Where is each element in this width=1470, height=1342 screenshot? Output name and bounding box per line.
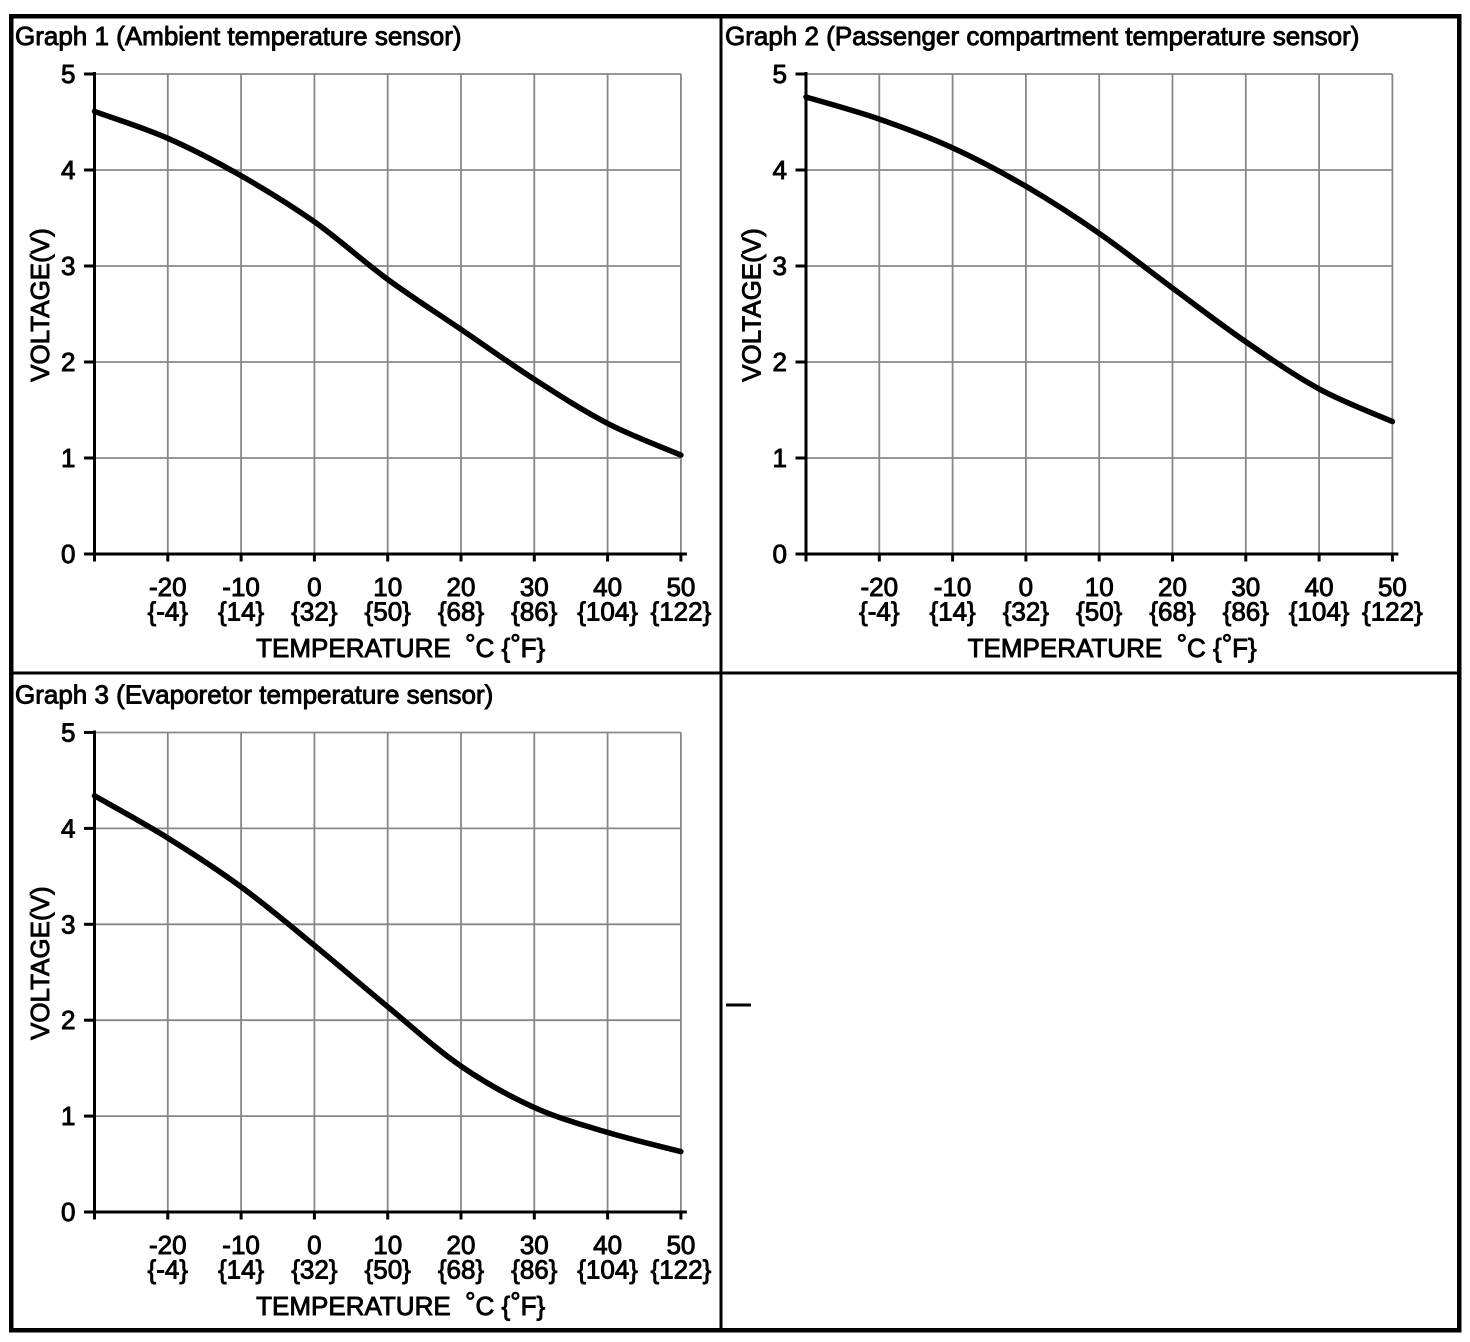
svg-text:Graph 1 (Ambient temperature s: Graph 1 (Ambient temperature sensor) (15, 21, 462, 51)
svg-text:{68}: {68} (1149, 597, 1196, 627)
svg-text:{-4}: {-4} (148, 597, 189, 627)
svg-text:20: 20 (447, 1230, 476, 1260)
svg-text:{32}: {32} (1003, 597, 1050, 627)
svg-text:{86}: {86} (511, 597, 558, 627)
svg-text:{122}: {122} (651, 597, 712, 627)
svg-text:-20: -20 (149, 572, 187, 602)
svg-text:4: 4 (773, 155, 787, 185)
svg-text:{50}: {50} (365, 1255, 412, 1285)
svg-text:{50}: {50} (365, 597, 412, 627)
svg-text:0: 0 (1019, 572, 1033, 602)
svg-text:5: 5 (61, 59, 75, 89)
svg-text:3: 3 (773, 251, 787, 281)
svg-text:0: 0 (307, 572, 321, 602)
svg-text:50: 50 (666, 1230, 695, 1260)
svg-text:30: 30 (1231, 572, 1260, 602)
svg-text:40: 40 (593, 1230, 622, 1260)
svg-text:{68}: {68} (438, 597, 485, 627)
svg-text:VOLTAGE(V): VOLTAGE(V) (737, 228, 767, 382)
svg-text:{32}: {32} (291, 597, 338, 627)
svg-text:50: 50 (1378, 572, 1407, 602)
svg-text:3: 3 (61, 909, 75, 939)
svg-text:-10: -10 (222, 572, 260, 602)
svg-text:{68}: {68} (438, 1255, 485, 1285)
svg-text:Graph 2 (Passenger compartment: Graph 2 (Passenger compartment temperatu… (725, 21, 1359, 51)
svg-text:1: 1 (61, 443, 75, 473)
svg-text:{86}: {86} (511, 1255, 558, 1285)
svg-text:0: 0 (307, 1230, 321, 1260)
svg-text:-20: -20 (149, 1230, 187, 1260)
svg-text:TEMPERATURE °C {°F}: TEMPERATURE °C {°F} (256, 1287, 545, 1322)
svg-text:{122}: {122} (651, 1255, 712, 1285)
svg-text:40: 40 (593, 572, 622, 602)
svg-text:{14}: {14} (218, 597, 265, 627)
svg-text:VOLTAGE(V): VOLTAGE(V) (25, 886, 55, 1040)
svg-text:{14}: {14} (929, 597, 976, 627)
svg-text:-10: -10 (222, 1230, 260, 1260)
svg-text:5: 5 (61, 718, 75, 748)
svg-text:2: 2 (773, 347, 787, 377)
svg-text:40: 40 (1305, 572, 1334, 602)
svg-text:4: 4 (61, 155, 75, 185)
svg-text:{14}: {14} (218, 1255, 265, 1285)
svg-text:{86}: {86} (1223, 597, 1270, 627)
svg-text:30: 30 (520, 1230, 549, 1260)
svg-text:3: 3 (61, 251, 75, 281)
svg-text:{-4}: {-4} (148, 1255, 189, 1285)
svg-text:{104}: {104} (577, 1255, 638, 1285)
svg-text:30: 30 (520, 572, 549, 602)
svg-text:0: 0 (61, 539, 75, 569)
svg-text:10: 10 (1085, 572, 1114, 602)
svg-text:VOLTAGE(V): VOLTAGE(V) (25, 228, 55, 382)
svg-text:1: 1 (61, 1101, 75, 1131)
svg-text:20: 20 (447, 572, 476, 602)
svg-text:TEMPERATURE °C {°F}: TEMPERATURE °C {°F} (968, 629, 1257, 664)
svg-text:{-4}: {-4} (859, 597, 900, 627)
svg-text:{50}: {50} (1076, 597, 1123, 627)
svg-text:20: 20 (1158, 572, 1187, 602)
svg-text:50: 50 (666, 572, 695, 602)
svg-text:-10: -10 (934, 572, 972, 602)
svg-text:4: 4 (61, 813, 75, 843)
svg-text:TEMPERATURE °C {°F}: TEMPERATURE °C {°F} (256, 629, 545, 664)
svg-text:{104}: {104} (577, 597, 638, 627)
svg-text:-20: -20 (861, 572, 899, 602)
svg-text:{32}: {32} (291, 1255, 338, 1285)
svg-text:5: 5 (773, 59, 787, 89)
svg-text:{104}: {104} (1289, 597, 1350, 627)
svg-text:2: 2 (61, 347, 75, 377)
svg-text:1: 1 (773, 443, 787, 473)
svg-text:0: 0 (773, 539, 787, 569)
svg-text:{122}: {122} (1362, 597, 1423, 627)
svg-text:10: 10 (373, 572, 402, 602)
svg-text:Graph 3 (Evaporetor temperatur: Graph 3 (Evaporetor temperature sensor) (15, 680, 493, 710)
svg-text:10: 10 (373, 1230, 402, 1260)
svg-text:0: 0 (61, 1197, 75, 1227)
svg-text:2: 2 (61, 1005, 75, 1035)
